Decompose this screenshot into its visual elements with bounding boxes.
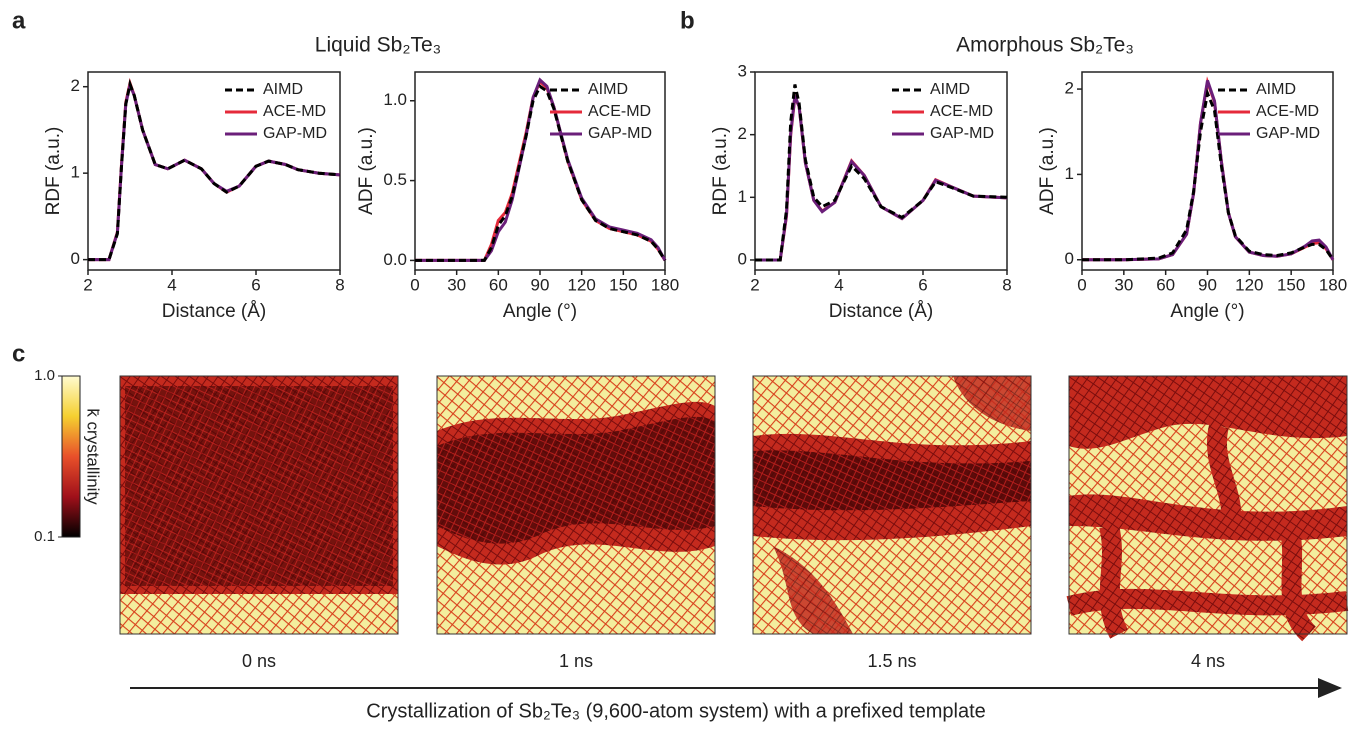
y-axis-label: ADF (a.u.) — [1037, 127, 1058, 215]
x-axis-label: Angle (°) — [1170, 301, 1244, 322]
y-tick-label: 0 — [71, 249, 80, 268]
panel-label: c — [12, 340, 25, 367]
x-tick-label: 150 — [1277, 275, 1305, 294]
y-tick-label: 1 — [71, 163, 80, 182]
y-tick-label: 3 — [738, 61, 747, 80]
colorbar-tick-label: 0.1 — [34, 528, 55, 545]
x-tick-label: 8 — [1002, 275, 1011, 294]
group-title: Liquid Sb₂Te₃ — [315, 34, 441, 57]
y-tick-label: 1 — [1065, 164, 1074, 183]
plot-frame — [754, 71, 1008, 271]
y-tick-label: 0.5 — [383, 170, 407, 189]
plot-frame — [87, 71, 341, 271]
x-tick-label: 0 — [1077, 275, 1086, 294]
legend-label: ACE-MD — [930, 103, 993, 120]
x-tick-label: 30 — [1114, 275, 1133, 294]
legend-label: GAP-MD — [1256, 125, 1320, 142]
y-tick-label: 2 — [1065, 79, 1074, 98]
x-tick-label: 90 — [531, 275, 550, 294]
y-axis-label: RDF (a.u.) — [710, 127, 731, 216]
x-tick-label: 8 — [335, 275, 344, 294]
y-tick-label: 0 — [1065, 249, 1074, 268]
snapshot-time: 1.5 ns — [867, 651, 916, 671]
x-tick-label: 90 — [1198, 275, 1217, 294]
legend-label: AIMD — [930, 81, 970, 98]
x-tick-label: 0 — [410, 275, 419, 294]
x-tick-label: 60 — [489, 275, 508, 294]
x-axis-label: Angle (°) — [503, 301, 577, 322]
snapshot-2 — [752, 375, 1032, 635]
colorbar-tick-label: 1.0 — [34, 367, 55, 384]
series-line — [415, 77, 667, 262]
panel-label: a — [12, 7, 26, 34]
legend-label: AIMD — [263, 81, 303, 98]
snapshot-images — [119, 375, 1349, 642]
colorbar-label: k̄ crystallinity — [84, 408, 103, 505]
plot-frame — [1081, 71, 1334, 271]
y-tick-label: 1.0 — [383, 90, 407, 109]
legend-label: ACE-MD — [263, 103, 326, 120]
y-axis-label: ADF (a.u.) — [356, 127, 377, 215]
y-tick-label: 0 — [738, 249, 747, 268]
snapshot-time: 0 ns — [242, 651, 276, 671]
y-tick-label: 1 — [738, 187, 747, 206]
x-tick-label: 180 — [1319, 275, 1347, 294]
snapshot-0 — [119, 375, 399, 635]
legend-label: ACE-MD — [1256, 103, 1319, 120]
series-line — [415, 84, 667, 262]
snapshot-time: 1 ns — [559, 651, 593, 671]
snapshot-time: 4 ns — [1191, 651, 1225, 671]
x-tick-label: 60 — [1156, 275, 1175, 294]
legend-label: GAP-MD — [588, 125, 652, 142]
colorbar — [61, 375, 81, 538]
x-axis-label: Distance (Å) — [829, 301, 934, 322]
x-tick-label: 120 — [1235, 275, 1263, 294]
legend-label: ACE-MD — [588, 103, 651, 120]
y-tick-label: 2 — [71, 76, 80, 95]
x-tick-label: 4 — [834, 275, 843, 294]
x-tick-label: 120 — [567, 275, 595, 294]
series-line — [755, 95, 1008, 262]
x-axis-label: Distance (Å) — [162, 301, 267, 322]
x-tick-label: 2 — [750, 275, 759, 294]
legend-label: AIMD — [1256, 81, 1296, 98]
x-tick-label: 2 — [83, 275, 92, 294]
group-title: Amorphous Sb₂Te₃ — [956, 34, 1134, 57]
y-tick-label: 2 — [738, 124, 747, 143]
series-line — [755, 84, 1008, 262]
panel-label: b — [680, 7, 695, 34]
plot-frame — [414, 71, 666, 271]
series-line — [1082, 87, 1335, 262]
legend-label: GAP-MD — [930, 125, 994, 142]
x-tick-label: 30 — [447, 275, 466, 294]
snapshot-3 — [1066, 375, 1349, 642]
x-tick-label: 150 — [609, 275, 637, 294]
snapshot-1 — [436, 375, 716, 635]
caption: Crystallization of Sb₂Te₃ (9,600-atom sy… — [366, 700, 986, 722]
y-tick-label: 0.0 — [383, 250, 407, 269]
x-tick-label: 6 — [918, 275, 927, 294]
x-tick-label: 180 — [651, 275, 679, 294]
legend-label: AIMD — [588, 81, 628, 98]
legend-label: GAP-MD — [263, 125, 327, 142]
series-line — [88, 78, 341, 262]
x-tick-label: 6 — [251, 275, 260, 294]
x-tick-label: 4 — [167, 275, 176, 294]
y-axis-label: RDF (a.u.) — [43, 127, 64, 216]
